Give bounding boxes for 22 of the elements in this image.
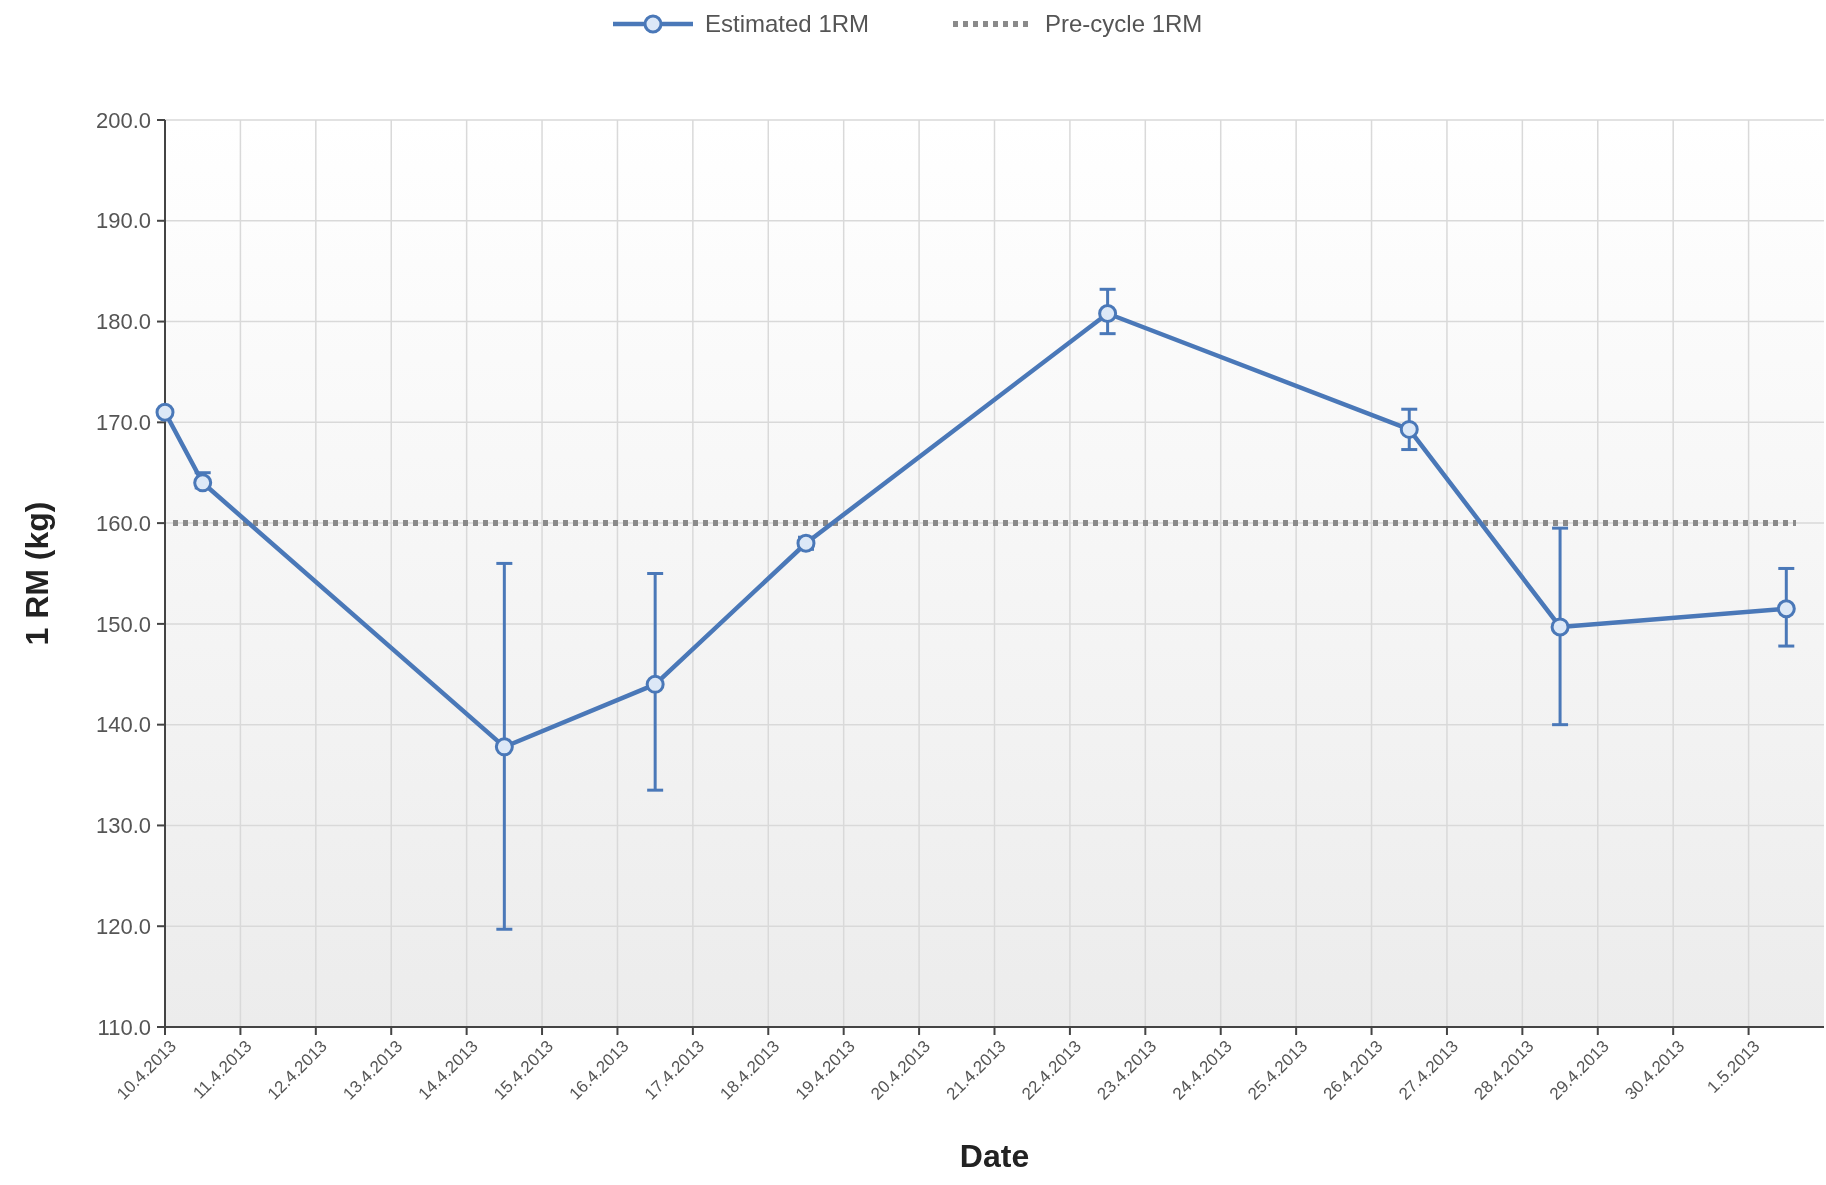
y-tick-label: 180.0 <box>95 309 151 335</box>
y-tick-label: 170.0 <box>95 410 151 436</box>
legend-label: Estimated 1RM <box>705 10 870 38</box>
y-tick-label: 150.0 <box>95 611 151 637</box>
point <box>1776 599 1796 619</box>
y-tick-label: 160.0 <box>95 510 151 536</box>
point <box>645 674 665 694</box>
point <box>1399 419 1419 439</box>
y-tick-label: 200.0 <box>95 107 151 133</box>
point <box>796 533 816 553</box>
x-axis-title: Date <box>959 1138 1030 1174</box>
y-tick-label: 130.0 <box>95 813 151 839</box>
y-tick-label: 110.0 <box>97 1014 151 1040</box>
y-tick-label: 120.0 <box>95 913 151 939</box>
point <box>1098 303 1118 323</box>
y-tick-label: 140.0 <box>95 712 151 738</box>
y-axis-title: 1 RM (kg) <box>19 501 55 646</box>
point <box>155 402 175 422</box>
point <box>494 737 514 757</box>
y-tick-label: 190.0 <box>95 208 151 234</box>
point <box>1550 617 1570 637</box>
legend-label: Pre-cycle 1RM <box>1045 10 1203 38</box>
